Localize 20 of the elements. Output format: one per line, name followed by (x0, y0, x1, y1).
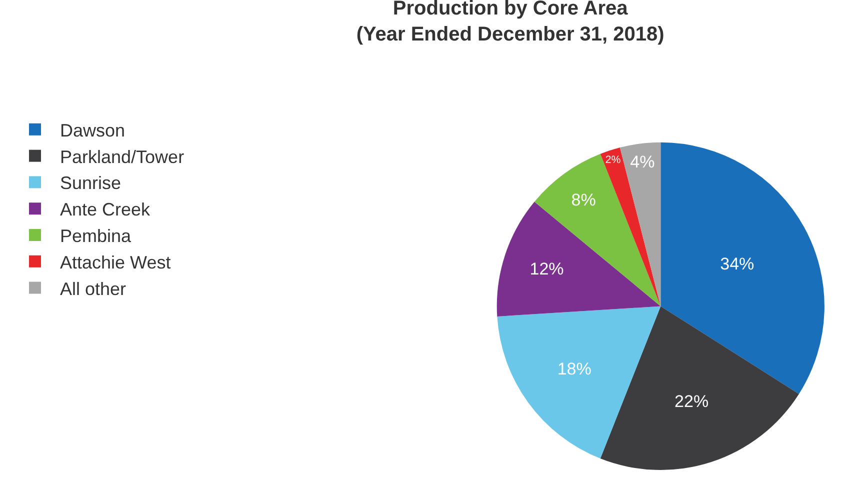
legend-label: Parkland/Tower (60, 146, 184, 167)
legend-label: Sunrise (60, 173, 122, 194)
pie-slice (600, 148, 661, 306)
data-label: 4% (630, 152, 655, 172)
pie-slice (600, 306, 799, 470)
data-label: 8% (571, 190, 596, 210)
legend-label: Attachie West (60, 252, 171, 272)
data-label: 2% (605, 154, 622, 166)
data-label: 12% (530, 260, 564, 279)
data-label: 18% (557, 359, 592, 378)
pie-slice (620, 142, 661, 306)
legend-label: Ante Creek (60, 200, 152, 220)
legend-label: Pembina (60, 226, 132, 246)
chart-title: Production by Core Area (Year Ended December 31, 2018) (356, 0, 664, 46)
legend-label: Dawson (60, 120, 126, 140)
pie-slice (660, 142, 824, 394)
data-label: 22% (674, 392, 709, 411)
pie-slice (497, 306, 661, 458)
data-label: 34% (720, 254, 754, 274)
legend-label: All other (60, 278, 126, 299)
